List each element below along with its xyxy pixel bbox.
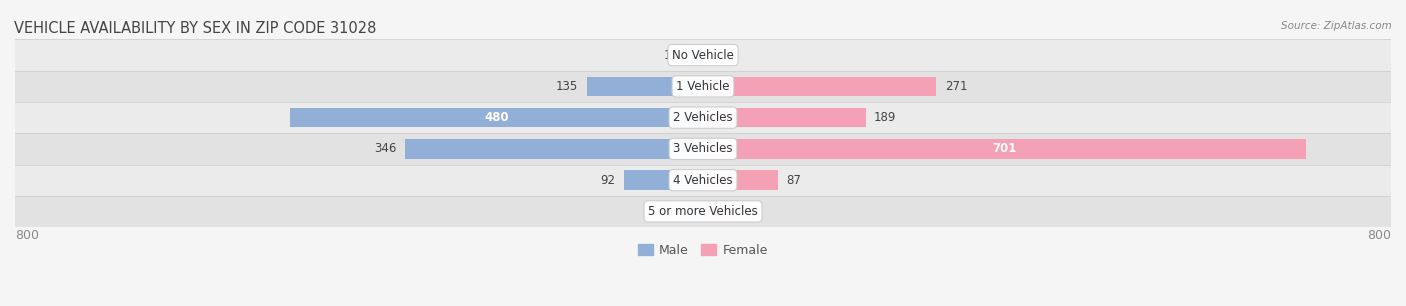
Text: 800: 800 bbox=[15, 229, 39, 242]
Text: 18: 18 bbox=[664, 49, 679, 62]
Text: 701: 701 bbox=[993, 142, 1017, 155]
Text: Source: ZipAtlas.com: Source: ZipAtlas.com bbox=[1281, 21, 1392, 32]
Bar bbox=[405, 139, 703, 159]
Bar bbox=[688, 45, 703, 65]
Bar bbox=[15, 165, 1391, 196]
Bar bbox=[703, 139, 1306, 159]
Text: 92: 92 bbox=[600, 174, 616, 187]
Bar bbox=[624, 170, 703, 190]
Text: 2 Vehicles: 2 Vehicles bbox=[673, 111, 733, 124]
Bar bbox=[703, 170, 778, 190]
Text: 4 Vehicles: 4 Vehicles bbox=[673, 174, 733, 187]
Text: 3 Vehicles: 3 Vehicles bbox=[673, 142, 733, 155]
Bar bbox=[15, 39, 1391, 71]
Bar bbox=[15, 71, 1391, 102]
Text: 480: 480 bbox=[484, 111, 509, 124]
Text: 346: 346 bbox=[374, 142, 396, 155]
Bar bbox=[290, 108, 703, 127]
Text: 38: 38 bbox=[744, 205, 759, 218]
Bar bbox=[586, 77, 703, 96]
Bar bbox=[15, 133, 1391, 165]
Text: 135: 135 bbox=[555, 80, 578, 93]
Text: 87: 87 bbox=[786, 174, 801, 187]
Bar bbox=[15, 196, 1391, 227]
Text: VEHICLE AVAILABILITY BY SEX IN ZIP CODE 31028: VEHICLE AVAILABILITY BY SEX IN ZIP CODE … bbox=[14, 21, 377, 36]
Bar bbox=[15, 102, 1391, 133]
Bar bbox=[703, 108, 866, 127]
Text: 5 or more Vehicles: 5 or more Vehicles bbox=[648, 205, 758, 218]
Legend: Male, Female: Male, Female bbox=[633, 239, 773, 262]
Bar bbox=[681, 202, 703, 221]
Bar bbox=[703, 202, 735, 221]
Text: 800: 800 bbox=[1367, 229, 1391, 242]
Text: No Vehicle: No Vehicle bbox=[672, 49, 734, 62]
Text: 189: 189 bbox=[875, 111, 897, 124]
Text: 0: 0 bbox=[711, 49, 718, 62]
Bar bbox=[703, 77, 936, 96]
Text: 1 Vehicle: 1 Vehicle bbox=[676, 80, 730, 93]
Text: 271: 271 bbox=[945, 80, 967, 93]
Text: 26: 26 bbox=[657, 205, 672, 218]
